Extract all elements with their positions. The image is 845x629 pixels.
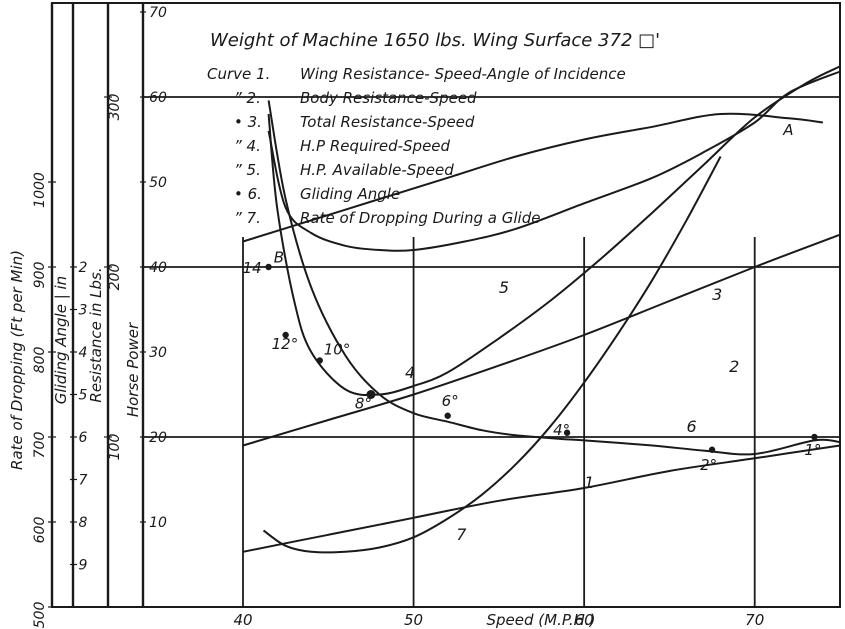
- curve-1: [267, 100, 841, 456]
- rate-tick-label: 600: [32, 517, 48, 544]
- hp-tick-label: 60: [149, 90, 167, 106]
- x-tick-label: 40: [233, 611, 252, 629]
- angle-point: [366, 390, 376, 399]
- angle-point: [282, 331, 289, 339]
- rate-tick-label: 900: [32, 262, 48, 289]
- x-tick-label: 70: [745, 611, 764, 629]
- curve-label-5: 5: [499, 278, 509, 297]
- marker-A: A: [782, 121, 793, 139]
- angle-point-label: 2°: [700, 456, 717, 474]
- curve-4: [267, 70, 841, 252]
- chart-title: Weight of Machine 1650 lbs. Wing Surface…: [210, 30, 660, 51]
- hp-tick-label: 20: [149, 430, 167, 446]
- curve-6: [242, 444, 841, 553]
- curve-3: [267, 65, 841, 397]
- angle-point: [563, 429, 571, 436]
- angle-point-label: 4°: [553, 421, 570, 439]
- legend-entry: Wing Resistance- Speed-Angle of Incidenc…: [300, 65, 626, 83]
- axis-title-rate: Rate of Dropping (Ft per Min): [8, 250, 26, 470]
- legend-entry: Gliding Angle: [300, 185, 400, 203]
- curve-label-2: 2: [729, 357, 739, 376]
- hp-tick-label: 40: [149, 260, 167, 276]
- axis-title-hp: Horse Power: [124, 322, 142, 417]
- angle-tick-label: 9: [79, 558, 88, 574]
- hp-tick-label: 30: [149, 345, 167, 361]
- angle-tick-label: 6: [79, 430, 88, 446]
- rate-tick-label: 1000: [32, 172, 48, 208]
- rate-tick-label: 800: [32, 347, 48, 374]
- angle-point-label: 12°: [272, 335, 299, 353]
- curve-label-7: 7: [456, 525, 467, 544]
- resistance-tick-label: 100: [107, 434, 123, 461]
- curve-label-6: 6: [686, 417, 696, 436]
- angle-tick-label: 7: [79, 473, 88, 489]
- angle-tick-label: 5: [79, 388, 88, 404]
- rate-tick-label: 700: [32, 432, 48, 459]
- legend-prefix: • 6.: [234, 185, 262, 203]
- curve-5: [242, 112, 824, 243]
- legend-entry: Total Resistance-Speed: [300, 113, 475, 131]
- axis-title-angle: Gliding Angle | in: [52, 276, 70, 404]
- angle-point-label: 10°: [324, 341, 351, 359]
- legend-entry: Body Resistance-Speed: [300, 89, 477, 107]
- hp-tick-label: 50: [149, 175, 167, 191]
- angle-point-label: 8°: [355, 395, 372, 413]
- angle-point: [708, 446, 716, 453]
- legend-prefix: Curve 1.: [207, 65, 270, 83]
- marker-B: B: [274, 249, 284, 267]
- angle-point: [444, 412, 451, 419]
- angle-tick-label: 2: [79, 260, 88, 276]
- curve-2: [242, 233, 841, 447]
- angle-point: [811, 433, 818, 441]
- legend-prefix: • 3.: [234, 113, 262, 131]
- legend-prefix: ” 5.: [234, 161, 261, 179]
- legend-entry: H.P. Available-Speed: [300, 161, 454, 179]
- angle-tick-label: 4: [79, 345, 88, 361]
- curve-label-1: 1: [584, 473, 594, 492]
- hp-tick-label: 70: [149, 5, 167, 21]
- angle-point-label: 1°: [804, 441, 821, 459]
- hp-tick-label: 10: [149, 515, 167, 531]
- x-tick-label: 50: [404, 611, 423, 629]
- angle-tick-label: 3: [79, 303, 88, 319]
- legend-prefix: ” 2.: [234, 89, 261, 107]
- curve-label-3: 3: [712, 285, 722, 304]
- angle-tick-label: 8: [79, 515, 88, 531]
- legend-entry: Rate of Dropping During a Glide: [300, 209, 540, 227]
- resistance-tick-label: 200: [107, 264, 123, 291]
- rate-tick-label: 500: [32, 602, 48, 629]
- legend-prefix: ” 4.: [234, 137, 261, 155]
- curve-7: [262, 156, 722, 554]
- x-axis-label: Speed (M.P.H.): [487, 611, 596, 629]
- angle-point: [265, 263, 272, 271]
- angle-point-label: 6°: [442, 392, 459, 410]
- resistance-tick-label: 300: [107, 94, 123, 121]
- legend-prefix: ” 7.: [234, 209, 261, 227]
- curve-label-4: 4: [405, 363, 415, 382]
- x-tick-label: 60: [575, 611, 594, 629]
- axis-title-resistance: Resistance in Lbs.: [87, 267, 105, 402]
- angle-point-label: 14: [243, 259, 262, 277]
- angle-point: [316, 357, 323, 364]
- legend-entry: H.P Required-Speed: [300, 137, 451, 155]
